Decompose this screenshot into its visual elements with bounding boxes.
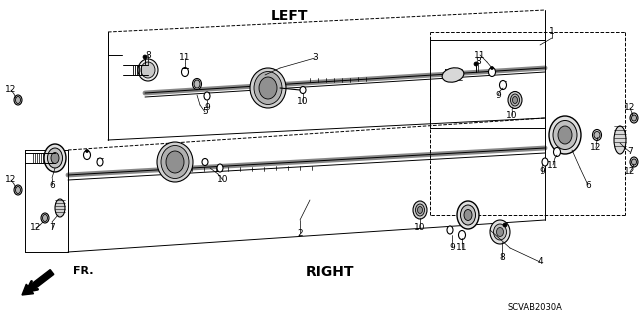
Ellipse shape [461,205,476,225]
Ellipse shape [42,214,47,221]
Ellipse shape [594,131,600,138]
Ellipse shape [202,159,208,166]
Ellipse shape [447,226,453,234]
Ellipse shape [508,92,522,108]
Text: LEFT: LEFT [271,9,308,23]
Ellipse shape [14,95,22,105]
Text: SCVAB2030A: SCVAB2030A [508,303,563,313]
Circle shape [503,223,507,227]
Ellipse shape [250,68,286,108]
Ellipse shape [630,113,638,123]
Text: 1: 1 [549,27,555,36]
Text: 2: 2 [297,228,303,238]
Text: 3: 3 [312,54,318,63]
Ellipse shape [194,80,200,88]
Ellipse shape [630,157,638,167]
Ellipse shape [457,201,479,229]
Ellipse shape [15,187,20,194]
Ellipse shape [157,142,193,182]
Text: 8: 8 [145,50,151,60]
Text: 11: 11 [456,243,468,253]
Ellipse shape [499,80,506,90]
Ellipse shape [511,94,520,106]
Text: 9: 9 [495,91,501,100]
Ellipse shape [513,97,518,103]
Text: 12: 12 [5,175,17,184]
Ellipse shape [166,151,184,173]
Ellipse shape [417,206,422,213]
Text: 9: 9 [204,103,210,113]
Circle shape [490,66,493,70]
Ellipse shape [254,71,282,105]
Text: 11: 11 [179,54,191,63]
Ellipse shape [413,201,427,219]
Ellipse shape [464,210,472,220]
Text: 9: 9 [539,167,545,176]
Ellipse shape [553,121,577,150]
Ellipse shape [632,159,637,165]
Text: 11: 11 [474,50,486,60]
Text: FR.: FR. [73,266,93,276]
Ellipse shape [442,68,464,82]
Text: 10: 10 [217,175,228,184]
Ellipse shape [51,152,59,164]
Ellipse shape [44,144,66,172]
Ellipse shape [490,220,510,244]
Ellipse shape [97,158,103,166]
Text: RIGHT: RIGHT [306,265,355,279]
Text: 4: 4 [537,257,543,266]
Circle shape [86,150,88,152]
Ellipse shape [138,59,158,81]
Text: 10: 10 [506,110,518,120]
Text: 12: 12 [590,144,602,152]
Circle shape [143,55,147,59]
Ellipse shape [15,97,20,103]
Text: 12: 12 [30,224,42,233]
Ellipse shape [493,224,506,240]
Ellipse shape [83,151,90,160]
Text: 5: 5 [202,108,208,116]
Text: 8: 8 [475,57,481,66]
FancyArrow shape [22,270,54,295]
Text: 6: 6 [585,181,591,189]
Text: 11: 11 [547,160,559,169]
Ellipse shape [488,68,495,77]
Ellipse shape [549,116,581,154]
Ellipse shape [542,158,548,166]
Ellipse shape [614,126,626,154]
Ellipse shape [593,130,602,140]
Text: 10: 10 [297,98,308,107]
Ellipse shape [47,148,63,168]
Ellipse shape [632,115,637,121]
Ellipse shape [182,68,189,77]
Circle shape [474,62,478,66]
Text: 8: 8 [499,254,505,263]
Ellipse shape [497,227,504,236]
Ellipse shape [41,213,49,223]
Ellipse shape [300,86,306,93]
Ellipse shape [217,164,223,172]
Ellipse shape [193,78,202,90]
Text: 10: 10 [414,224,426,233]
Ellipse shape [458,231,465,240]
Ellipse shape [55,199,65,217]
Text: 12: 12 [624,103,636,113]
Text: 6: 6 [49,181,55,189]
Ellipse shape [554,147,561,157]
Text: 7: 7 [627,147,633,157]
Ellipse shape [14,185,22,195]
Ellipse shape [141,62,155,78]
Ellipse shape [558,126,572,144]
Text: 12: 12 [624,167,636,176]
Text: 7: 7 [49,224,55,233]
Ellipse shape [161,145,189,179]
Ellipse shape [259,77,277,99]
Ellipse shape [204,92,210,100]
Text: 9: 9 [449,242,455,251]
Ellipse shape [415,204,424,216]
Text: 12: 12 [5,85,17,94]
